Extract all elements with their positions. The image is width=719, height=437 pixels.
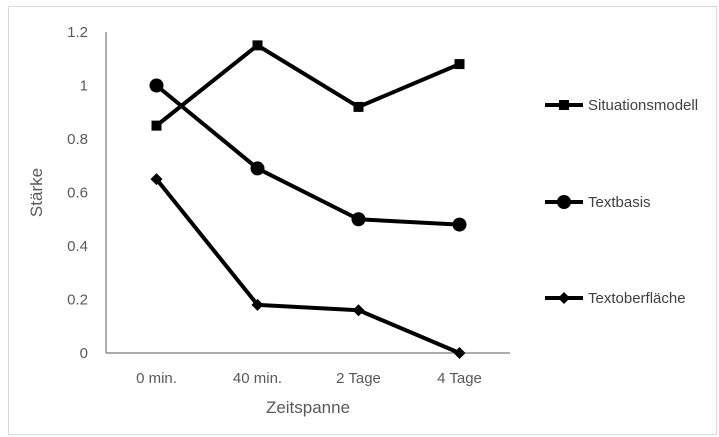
x-tick-label: 2 Tage (336, 370, 381, 387)
x-tick-label: 40 min. (233, 370, 282, 387)
data-point-square (353, 101, 364, 112)
axes (105, 32, 510, 354)
y-tick-label: 1.2 (67, 24, 88, 41)
data-point-diamond (150, 173, 163, 186)
y-tick-label: 0.8 (67, 131, 88, 148)
legend: Situationsmodell Textbasis Textoberfläche (545, 97, 698, 307)
legend-label: Situationsmodell (588, 97, 698, 114)
y-tick-labels: 0 0.2 0.4 0.6 0.8 1 1.2 (67, 24, 88, 362)
data-point-square (454, 59, 465, 70)
y-tick-label: 0.4 (67, 238, 88, 255)
y-tick-label: 0 (80, 345, 88, 362)
legend-item: Textoberfläche (545, 290, 686, 307)
y-tick-label: 1 (80, 78, 88, 95)
y-tick-label: 0.6 (67, 185, 88, 202)
series-situationsmodell (151, 40, 465, 131)
series-textbasis (149, 78, 467, 232)
y-axis-title: Stärke (27, 168, 46, 217)
series-line (154, 177, 461, 355)
data-point-circle (250, 161, 265, 176)
x-tick-label: 4 Tage (437, 370, 482, 387)
legend-marker-square (559, 100, 569, 110)
legend-marker-diamond (558, 292, 570, 304)
series-layer (149, 40, 467, 359)
data-point-circle (149, 78, 164, 93)
data-point-circle (452, 217, 467, 232)
legend-label: Textbasis (588, 194, 651, 211)
x-tick-labels: 0 min. 40 min. 2 Tage 4 Tage (136, 370, 482, 387)
data-point-diamond (251, 298, 264, 311)
series-textoberfl-che (150, 173, 466, 359)
data-point-square (252, 40, 263, 51)
x-axis-title: Zeitspanne (266, 398, 350, 417)
data-point-square (151, 120, 162, 131)
data-point-circle (351, 212, 366, 227)
series-line (155, 83, 460, 227)
legend-item: Textbasis (545, 194, 651, 211)
legend-label: Textoberfläche (588, 290, 686, 307)
series-line (155, 43, 461, 128)
y-tick-label: 0.2 (67, 292, 88, 309)
data-point-diamond (352, 304, 365, 317)
data-point-diamond (453, 347, 466, 359)
x-tick-label: 0 min. (136, 370, 177, 387)
legend-item: Situationsmodell (545, 97, 698, 114)
legend-marker-circle (557, 195, 571, 209)
